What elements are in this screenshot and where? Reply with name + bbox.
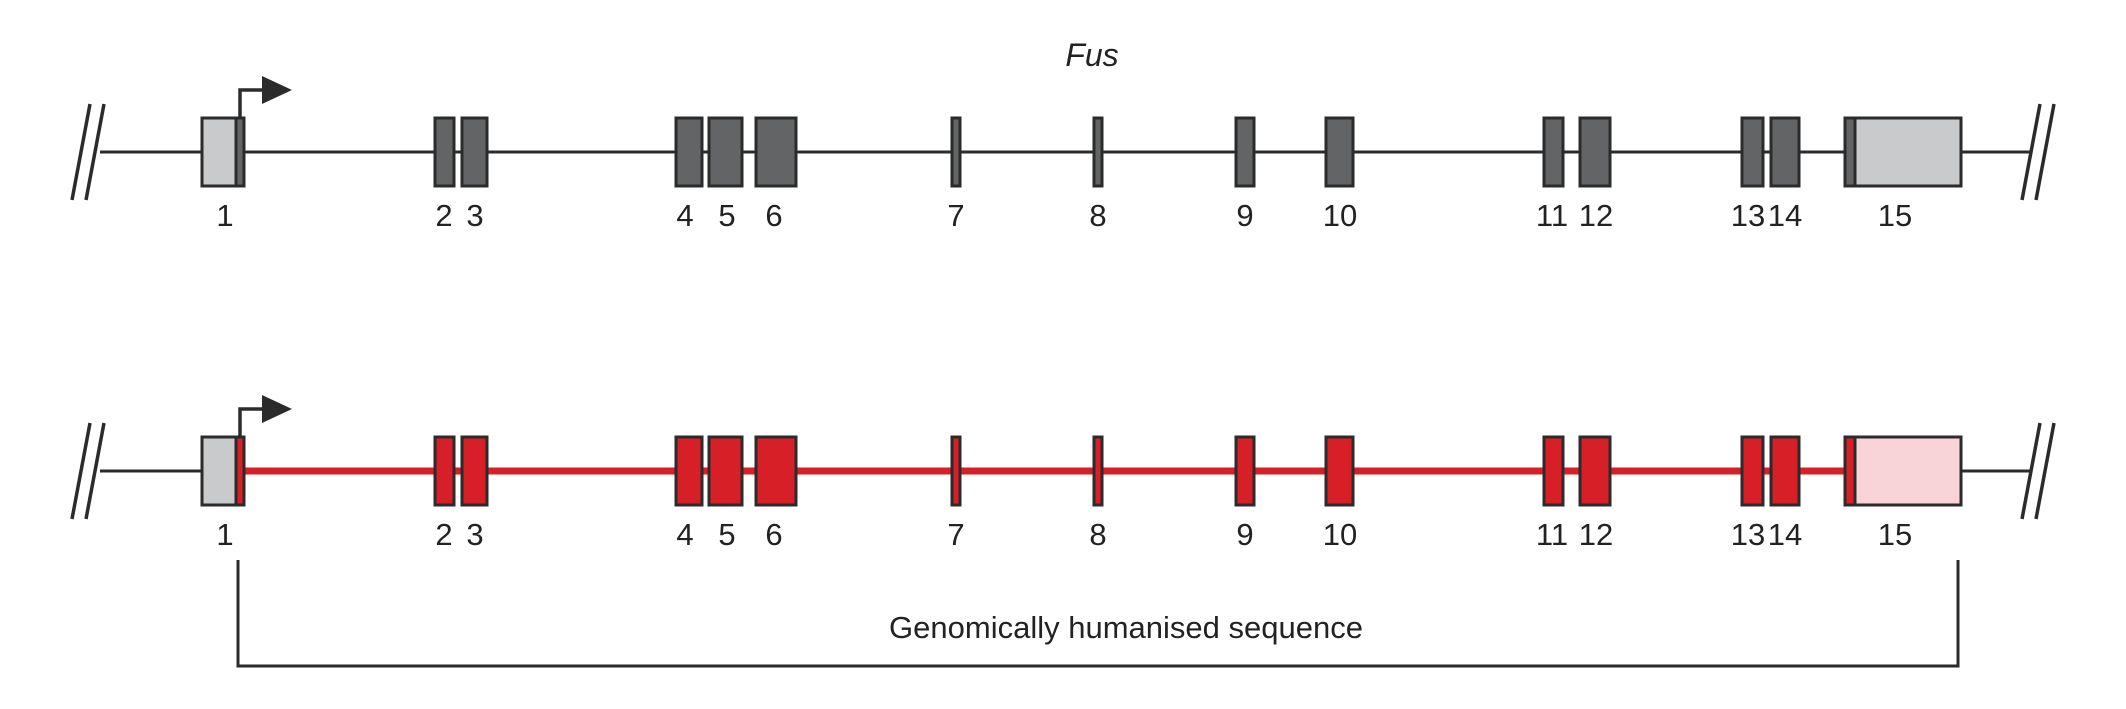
gene-title: Fus: [1065, 37, 1118, 73]
exon-label: 7: [947, 517, 964, 552]
bracket-label: Genomically humanised sequence: [889, 610, 1363, 645]
exon-15: 15: [1843, 435, 1963, 552]
exon-label: 1: [216, 517, 233, 552]
exon-label: 12: [1579, 198, 1613, 233]
exon-4: 4: [674, 116, 704, 233]
exon-label: 4: [676, 198, 693, 233]
exon-label: 11: [1536, 198, 1568, 233]
left-break-mark: [70, 103, 106, 201]
exon-label: 14: [1768, 517, 1802, 552]
exon-5: 5: [707, 116, 744, 233]
exon-label: 6: [765, 517, 782, 552]
exon-label: 15: [1878, 198, 1912, 233]
exon-label: 10: [1323, 198, 1357, 233]
exon-9: 9: [1234, 435, 1256, 552]
exon-8: 8: [1089, 116, 1107, 233]
exon-8: 8: [1089, 435, 1107, 552]
exon-1: 1: [200, 435, 246, 552]
exon-label: 6: [765, 198, 782, 233]
gene-row-humanised: 1 2 3 4 5 6 7 8 9 10 11 12 13 14 15: [70, 395, 2056, 552]
exon-6: 6: [754, 116, 798, 233]
right-break-mark: [2020, 103, 2056, 201]
exon-11: 11: [1536, 435, 1568, 552]
exon-10: 10: [1323, 435, 1357, 552]
exon-12: 12: [1578, 435, 1613, 552]
exon-2: 2: [433, 435, 456, 552]
exon-label: 5: [718, 517, 735, 552]
bracket-line: [236, 560, 1960, 668]
tss-arrow-icon: [238, 395, 292, 437]
humanised-bracket: Genomically humanised sequence: [236, 560, 1960, 668]
exon-5: 5: [707, 435, 744, 552]
exon-13: 13: [1731, 116, 1765, 233]
exon-label: 2: [435, 517, 452, 552]
exon-4: 4: [674, 435, 704, 552]
right-break-mark: [2020, 422, 2056, 520]
exon-11: 11: [1536, 116, 1568, 233]
exon-label: 2: [435, 198, 452, 233]
exon-label: 13: [1731, 517, 1765, 552]
exon-label: 9: [1236, 517, 1253, 552]
exon-12: 12: [1578, 116, 1613, 233]
exon-label: 12: [1579, 517, 1613, 552]
exon-9: 9: [1234, 116, 1256, 233]
exon-13: 13: [1731, 435, 1765, 552]
exon-label: 7: [947, 198, 964, 233]
exon-label: 1: [216, 198, 233, 233]
exon-6: 6: [754, 435, 798, 552]
exon-label: 3: [466, 517, 483, 552]
left-break-mark: [70, 422, 106, 520]
exon-7: 7: [947, 116, 965, 233]
exon-label: 8: [1089, 198, 1106, 233]
exon-14: 14: [1768, 116, 1802, 233]
exon-label: 4: [676, 517, 693, 552]
tss-arrow-icon: [238, 76, 292, 118]
exon-label: 13: [1731, 198, 1765, 233]
exon-15: 15: [1843, 116, 1963, 233]
exon-label: 14: [1768, 198, 1802, 233]
exon-label: 5: [718, 198, 735, 233]
exon-label: 10: [1323, 517, 1357, 552]
exon-3: 3: [460, 435, 489, 552]
exon-14: 14: [1768, 435, 1802, 552]
exon-label: 3: [466, 198, 483, 233]
gene-row-mouse: 1 2 3 4 5 6 7 8 9 10 11 12 13 14 15: [70, 76, 2056, 233]
exon-2: 2: [433, 116, 456, 233]
exon-10: 10: [1323, 116, 1357, 233]
exon-3: 3: [460, 116, 489, 233]
exon-7: 7: [947, 435, 965, 552]
exon-label: 15: [1878, 517, 1912, 552]
exon-label: 8: [1089, 517, 1106, 552]
exon-label: 9: [1236, 198, 1253, 233]
exon-1: 1: [200, 116, 246, 233]
exon-label: 11: [1536, 517, 1568, 552]
